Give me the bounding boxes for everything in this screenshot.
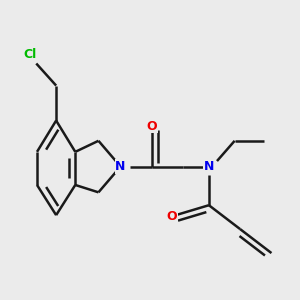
Text: O: O xyxy=(146,120,157,133)
Text: O: O xyxy=(167,210,177,223)
Text: N: N xyxy=(204,160,214,173)
Text: Cl: Cl xyxy=(23,48,36,61)
Text: N: N xyxy=(116,160,126,173)
